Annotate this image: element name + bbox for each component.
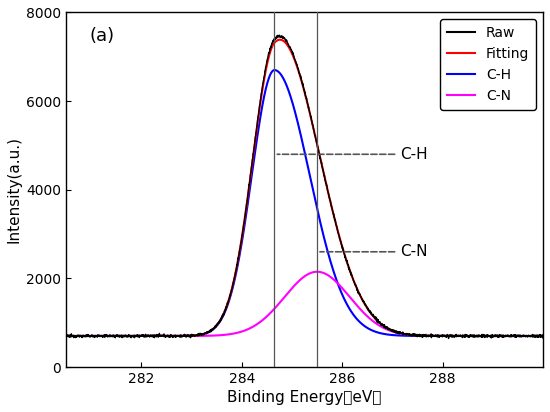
Raw [540, 332, 546, 337]
C-N [526, 334, 533, 339]
Fitting [63, 334, 69, 339]
Line: Raw: Raw [66, 35, 543, 339]
Fitting [526, 334, 532, 339]
Raw [295, 66, 301, 71]
C-H [63, 334, 69, 339]
C-H [282, 81, 289, 86]
C-H [540, 334, 546, 339]
C-H [295, 122, 301, 127]
Raw [438, 332, 445, 337]
C-N [282, 293, 289, 298]
Raw [276, 33, 282, 38]
C-N [540, 334, 546, 339]
C-H [526, 334, 532, 339]
Fitting [87, 334, 94, 339]
Text: (a): (a) [90, 27, 115, 44]
Raw [446, 336, 452, 341]
Fitting [438, 333, 445, 338]
Line: C-N: C-N [66, 272, 543, 336]
C-N [63, 334, 69, 339]
X-axis label: Binding Energy（eV）: Binding Energy（eV） [227, 390, 382, 405]
C-H [87, 334, 94, 339]
C-H [271, 68, 278, 73]
Y-axis label: Intensity(a.u.): Intensity(a.u.) [7, 136, 22, 243]
Raw [63, 334, 69, 339]
C-N [295, 279, 301, 284]
Line: C-H: C-H [66, 70, 543, 336]
Legend: Raw, Fitting, C-H, C-N: Raw, Fitting, C-H, C-N [440, 19, 536, 110]
Fitting [540, 334, 546, 339]
Fitting [295, 68, 301, 73]
C-H [438, 334, 445, 339]
Fitting [526, 334, 533, 339]
Raw [526, 334, 533, 339]
C-N [438, 333, 445, 338]
Raw [87, 334, 94, 339]
C-N [526, 334, 532, 339]
Fitting [277, 37, 283, 42]
Line: Fitting: Fitting [66, 40, 543, 336]
C-N [87, 334, 94, 339]
C-N [314, 269, 321, 274]
Fitting [282, 40, 289, 45]
Text: C-H: C-H [400, 147, 427, 162]
C-H [526, 334, 533, 339]
Text: C-N: C-N [400, 244, 427, 259]
Raw [526, 333, 533, 338]
Raw [282, 38, 289, 43]
